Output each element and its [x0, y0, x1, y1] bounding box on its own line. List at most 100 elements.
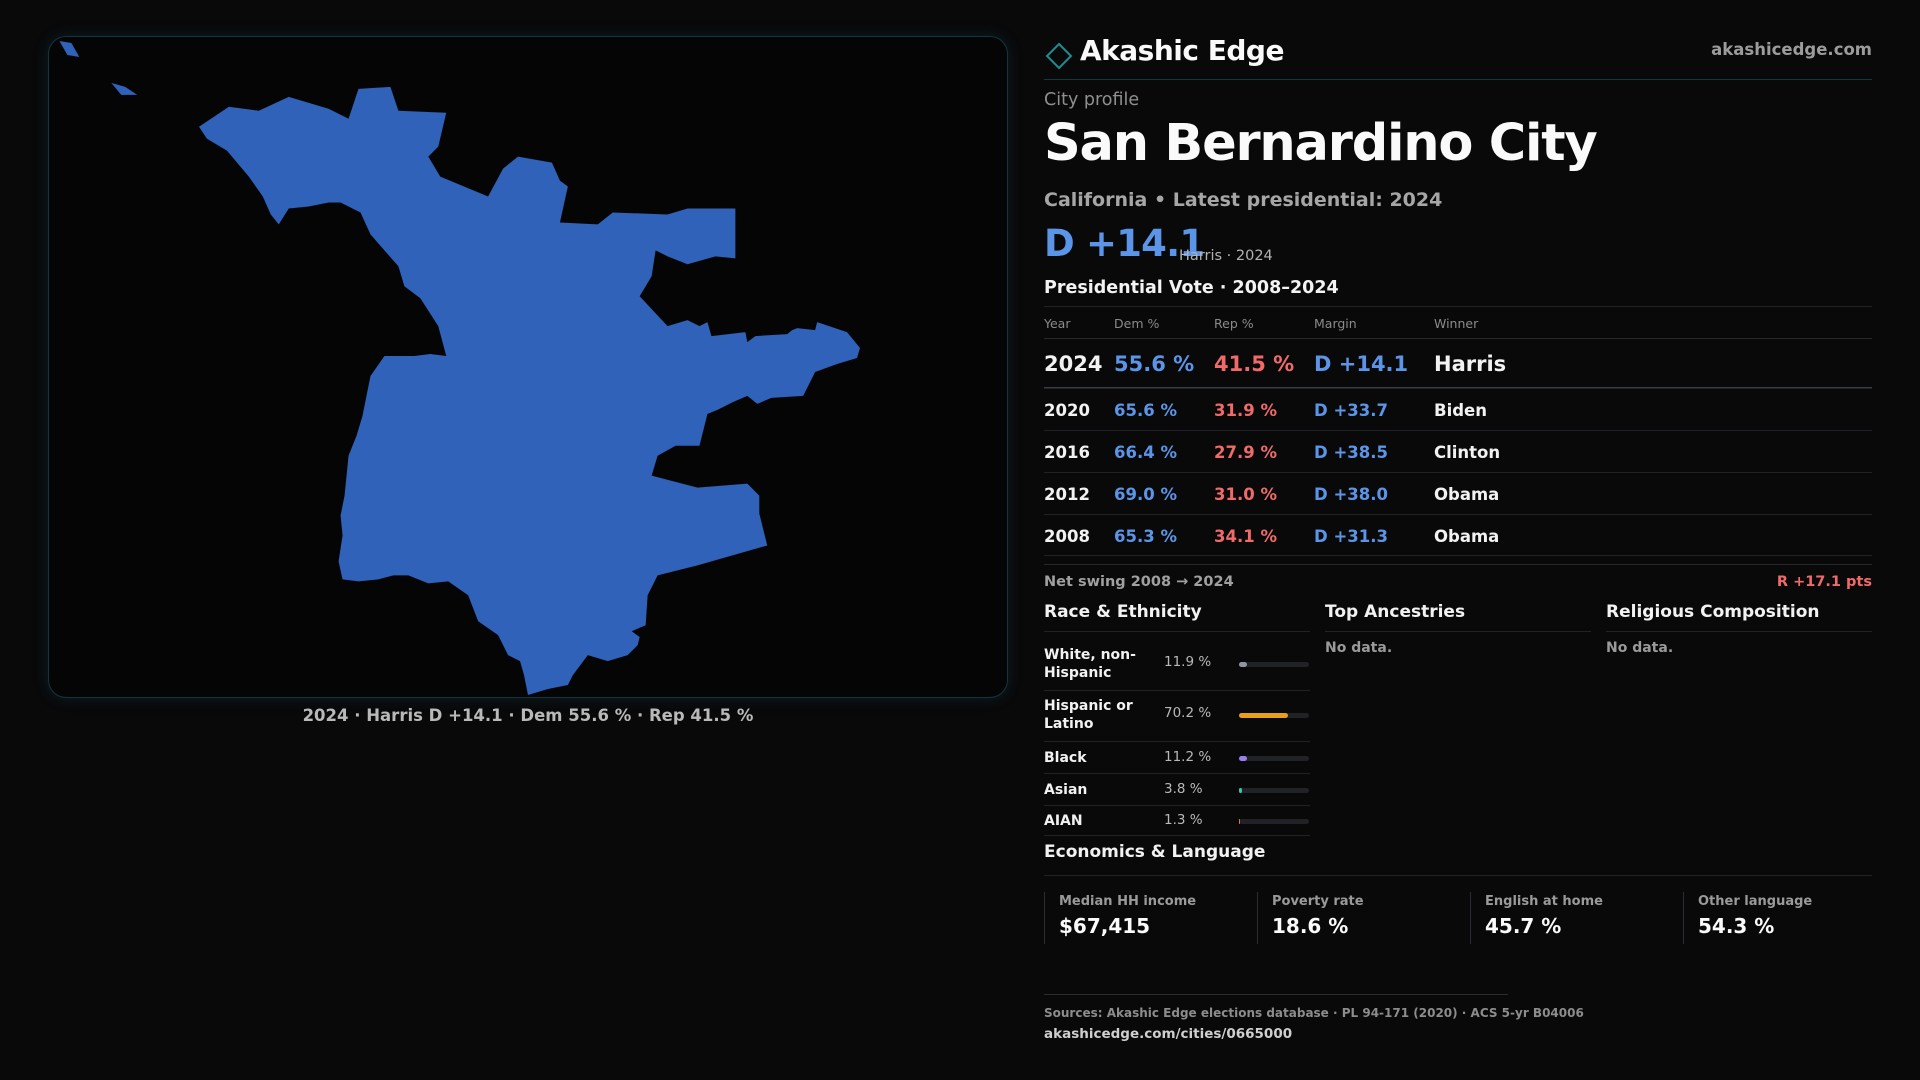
race-row: Black 11.2 %	[1044, 742, 1310, 774]
race-pct: 1.3 %	[1164, 812, 1203, 828]
latest-margin: D +14.1	[1044, 222, 1205, 265]
econ-card-income: Median HH income $67,415	[1044, 892, 1256, 944]
city-boundary-shape	[59, 40, 860, 696]
ancestries-empty: No data.	[1325, 640, 1393, 656]
race-bar-fill	[1239, 713, 1289, 718]
race-row: Hispanic or Latino 70.2 %	[1044, 691, 1310, 742]
footer-divider	[1044, 994, 1508, 995]
cell-rep: 31.9 %	[1214, 401, 1277, 420]
cell-rep: 31.0 %	[1214, 485, 1277, 504]
econ-value: $67,415	[1059, 914, 1151, 938]
race-label: AIAN	[1044, 813, 1083, 829]
net-swing-label: Net swing 2008 → 2024	[1044, 574, 1234, 590]
cell-winner: Biden	[1434, 401, 1487, 420]
race-label: Hispanic or Latino	[1044, 698, 1133, 732]
table-row: 2012 69.0 % 31.0 % D +38.0 Obama	[1044, 472, 1872, 514]
cell-margin: D +33.7	[1314, 401, 1388, 420]
econ-value: 45.7 %	[1485, 914, 1562, 938]
race-section-title: Race & Ethnicity	[1044, 602, 1310, 632]
econ-card-other-language: Other language 54.3 %	[1683, 892, 1895, 944]
race-bar-fill	[1239, 756, 1247, 761]
econ-label: English at home	[1485, 894, 1603, 909]
table-header-row: Year Dem % Rep % Margin Winner	[1044, 306, 1872, 338]
race-pct: 11.9 %	[1164, 654, 1212, 670]
presidential-vote-table: Year Dem % Rep % Margin Winner 2024 55.6…	[1044, 306, 1872, 556]
net-swing-value: R +17.1 pts	[1776, 574, 1872, 590]
race-pct: 70.2 %	[1164, 705, 1212, 721]
cell-year: 2024	[1044, 352, 1103, 376]
cell-rep: 27.9 %	[1214, 443, 1277, 462]
table-row: 2024 55.6 % 41.5 % D +14.1 Harris	[1044, 338, 1872, 388]
race-bar-track	[1239, 819, 1309, 824]
cell-dem: 65.6 %	[1114, 401, 1177, 420]
race-row: White, non-Hispanic 11.9 %	[1044, 640, 1310, 691]
econ-card-english: English at home 45.7 %	[1470, 892, 1682, 944]
page-title: San Bernardino City	[1044, 114, 1598, 173]
cell-year: 2008	[1044, 527, 1090, 546]
cell-rep: 34.1 %	[1214, 527, 1277, 546]
cell-rep: 41.5 %	[1214, 352, 1295, 376]
cell-dem: 65.3 %	[1114, 527, 1177, 546]
table-row: 2020 65.6 % 31.9 % D +33.7 Biden	[1044, 388, 1872, 430]
race-pct: 11.2 %	[1164, 749, 1212, 765]
city-subtitle: California • Latest presidential: 2024	[1044, 189, 1443, 211]
table-row: 2008 65.3 % 34.1 % D +31.3 Obama	[1044, 514, 1872, 556]
map-caption: 2024 · Harris D +14.1 · Dem 55.6 % · Rep…	[302, 706, 754, 725]
race-bar-fill	[1239, 819, 1241, 824]
sources-note: Sources: Akashic Edge elections database…	[1044, 1006, 1584, 1020]
econ-label: Other language	[1698, 894, 1813, 909]
race-bar-track	[1239, 662, 1309, 667]
econ-value: 18.6 %	[1272, 914, 1349, 938]
cell-margin: D +14.1	[1314, 352, 1409, 376]
cell-year: 2012	[1044, 485, 1090, 504]
header-dem: Dem %	[1114, 316, 1160, 331]
religion-section-title: Religious Composition	[1606, 602, 1872, 632]
race-label: Asian	[1044, 782, 1088, 798]
profile-kicker: City profile	[1044, 90, 1140, 110]
race-bar-track	[1239, 756, 1309, 761]
cell-winner: Clinton	[1434, 443, 1501, 462]
city-boundary-svg	[59, 40, 860, 696]
site-link[interactable]: akashicedge.com	[1711, 40, 1872, 59]
economics-section-title: Economics & Language	[1044, 842, 1872, 876]
table-divider	[1044, 555, 1872, 556]
header-rep: Rep %	[1214, 316, 1254, 331]
race-row: AIAN 1.3 %	[1044, 806, 1310, 836]
race-bar-fill	[1239, 662, 1248, 667]
race-pct: 3.8 %	[1164, 781, 1203, 797]
brand-header: Akashic Edge akashicedge.com	[1044, 30, 1872, 80]
econ-label: Median HH income	[1059, 894, 1197, 909]
race-bar-track	[1239, 713, 1309, 718]
brand-name: Akashic Edge	[1080, 34, 1284, 67]
cell-margin: D +31.3	[1314, 527, 1388, 546]
cell-year: 2020	[1044, 401, 1090, 420]
econ-value: 54.3 %	[1698, 914, 1775, 938]
header-margin: Margin	[1314, 316, 1357, 331]
header-year: Year	[1044, 316, 1071, 331]
cell-winner: Harris	[1434, 352, 1507, 376]
vote-table-title: Presidential Vote · 2008–2024	[1044, 278, 1339, 298]
table-row: 2016 66.4 % 27.9 % D +38.5 Clinton	[1044, 430, 1872, 472]
race-row: Asian 3.8 %	[1044, 774, 1310, 806]
cell-dem: 66.4 %	[1114, 443, 1177, 462]
header-winner: Winner	[1434, 316, 1479, 331]
permalink[interactable]: akashicedge.com/cities/0665000	[1044, 1026, 1293, 1042]
ancestries-section-title: Top Ancestries	[1325, 602, 1591, 632]
profile-panel: Akashic Edge akashicedge.com City profil…	[1044, 0, 1872, 1080]
race-label: Black	[1044, 750, 1087, 766]
cell-winner: Obama	[1434, 485, 1500, 504]
race-bar-fill	[1239, 788, 1242, 793]
race-bar-track	[1239, 788, 1309, 793]
cell-margin: D +38.5	[1314, 443, 1388, 462]
cell-year: 2016	[1044, 443, 1090, 462]
cell-winner: Obama	[1434, 527, 1500, 546]
diamond-logo-icon	[1045, 42, 1073, 70]
cell-dem: 69.0 %	[1114, 485, 1177, 504]
religion-empty: No data.	[1606, 640, 1674, 656]
race-label: White, non-Hispanic	[1044, 647, 1136, 681]
cell-margin: D +38.0	[1314, 485, 1388, 504]
cell-dem: 55.6 %	[1114, 352, 1195, 376]
econ-label: Poverty rate	[1272, 894, 1364, 909]
latest-margin-note: Harris · 2024	[1179, 248, 1273, 264]
city-boundary-map[interactable]	[48, 36, 1008, 698]
